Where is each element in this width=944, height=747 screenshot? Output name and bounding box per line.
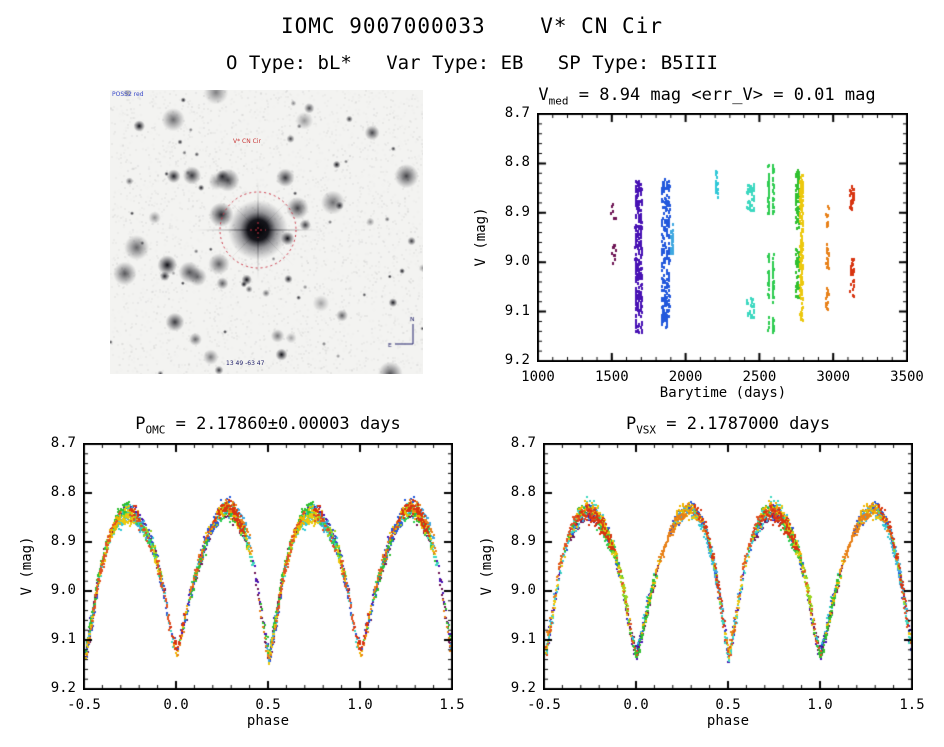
y-tick-label: 9.2 <box>504 352 530 368</box>
y-tick-label: 8.9 <box>504 203 530 220</box>
finder-target-label: V* CN Cir <box>233 138 261 145</box>
finder-coords-label: 13 49 -63 47 <box>226 360 265 367</box>
x-tick-label: 2500 <box>742 369 777 385</box>
y-tick-label: 8.8 <box>504 154 530 171</box>
y-tick-label: 8.7 <box>510 435 536 451</box>
y-tick-label: 8.7 <box>50 435 76 451</box>
x-tick-label: 0.0 <box>163 697 189 713</box>
phase-omc-title: POMC = 2.17860±0.00003 days <box>135 414 401 437</box>
y-tick-label: 9.0 <box>50 582 76 598</box>
y-tick-label: 8.8 <box>510 484 536 500</box>
y-tick-label: 9.0 <box>504 253 530 270</box>
y-tick-label: 9.2 <box>510 680 536 696</box>
starfield-image <box>110 90 423 374</box>
page-subtitle: O Type: bL* Var Type: EB SP Type: B5III <box>226 52 718 74</box>
y-tick-label: 9.1 <box>50 631 76 647</box>
x-tick-label: 1.5 <box>899 697 925 713</box>
x-tick-label: -0.5 <box>67 697 101 713</box>
x-tick-label: 2000 <box>668 369 703 385</box>
y-tick-label: 9.2 <box>50 680 76 696</box>
phase-omc-canvas <box>83 443 453 690</box>
y-tick-label: 9.0 <box>510 582 536 598</box>
phase-vsx-title: PVSX = 2.1787000 days <box>625 414 831 437</box>
x-tick-label: 1500 <box>594 369 629 385</box>
x-tick-label: 0.5 <box>255 697 281 713</box>
x-tick-label: 1000 <box>521 369 555 385</box>
x-tick-label: 1.0 <box>807 697 833 713</box>
timeseries-canvas <box>537 113 908 362</box>
y-tick-label: 8.9 <box>50 533 76 549</box>
x-tick-label: 0.0 <box>623 697 649 713</box>
y-tick-label: 8.7 <box>504 105 530 121</box>
x-tick-label: -0.5 <box>527 697 561 713</box>
finder-survey-label: POSS2 red <box>112 91 144 98</box>
timeseries-title: Vmed = 8.94 mag <err_V> = 0.01 mag <box>538 85 876 108</box>
y-tick-label: 9.1 <box>504 302 530 319</box>
phase-omc-xlabel: phase <box>246 713 290 729</box>
phase-vsx-canvas <box>543 443 913 690</box>
x-tick-label: 3500 <box>890 369 924 385</box>
y-tick-label: 8.8 <box>50 484 76 500</box>
x-tick-label: 0.5 <box>715 697 741 713</box>
page-title: IOMC 9007000033 V* CN Cir <box>280 14 663 38</box>
finder-chart: POSS2 red V* CN Cir 13 49 -63 47 <box>110 90 423 374</box>
timeseries-xlabel: Barytime (days) <box>659 385 787 401</box>
y-tick-label: 9.1 <box>510 631 536 647</box>
x-tick-label: 1.0 <box>347 697 373 713</box>
phase-vsx-xlabel: phase <box>706 713 750 729</box>
x-tick-label: 3000 <box>816 369 851 385</box>
y-tick-label: 8.9 <box>510 533 536 549</box>
x-tick-label: 1.5 <box>439 697 465 713</box>
